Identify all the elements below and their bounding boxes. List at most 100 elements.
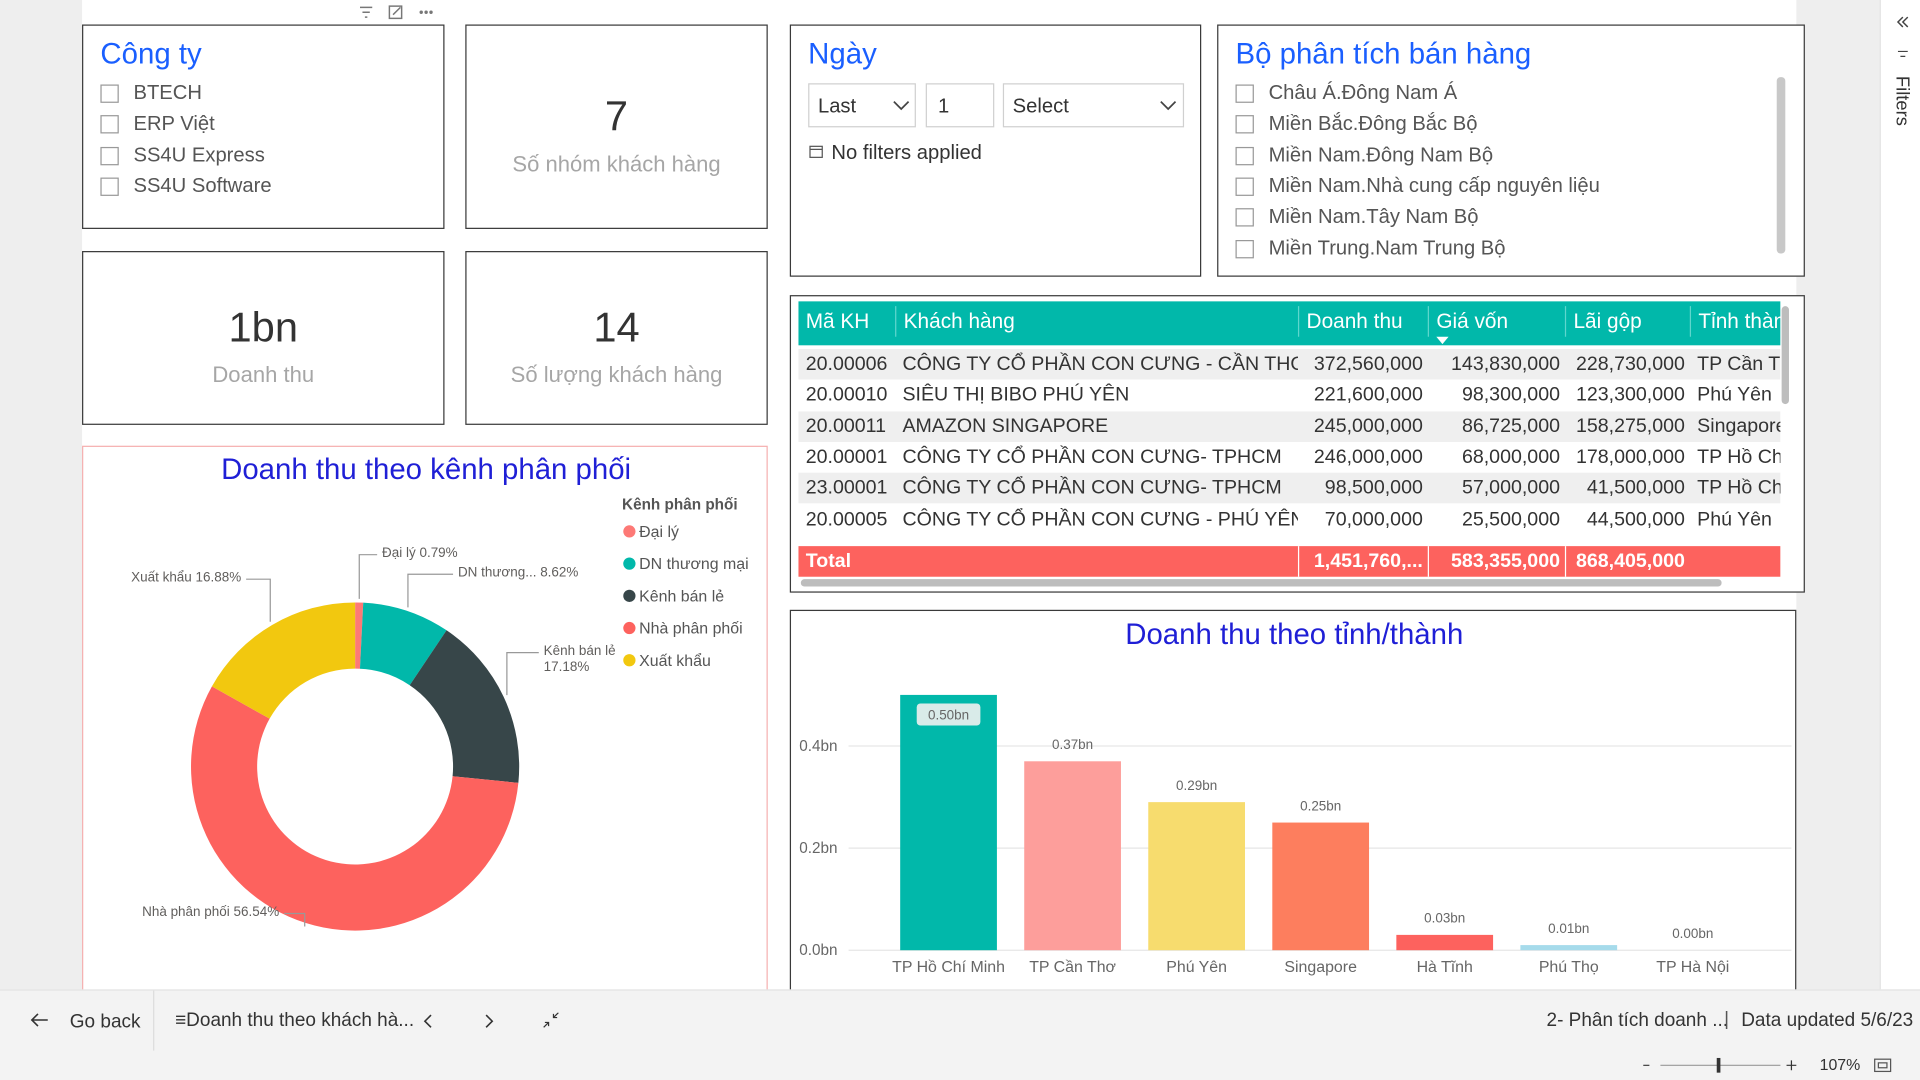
bar[interactable] [1148, 802, 1246, 951]
visual-header-icons[interactable] [353, 2, 439, 22]
zoom-level: 107% [1819, 1055, 1861, 1074]
table-cell: TP Cần Thơ [1697, 353, 1781, 375]
leader-line [284, 912, 306, 927]
pane-icons [1896, 16, 1909, 57]
data-label: 0.03bn [1424, 911, 1465, 926]
table-cell: 245,000,000 [1313, 415, 1423, 437]
table-cell: 20.00006 [805, 353, 888, 375]
bar[interactable] [1396, 934, 1494, 951]
table-cell: AMAZON SINGAPORE [902, 415, 1109, 437]
table-cell: 86,725,000 [1461, 415, 1561, 437]
table-cell: TP Hồ Chí Minh [1697, 477, 1780, 499]
checkbox[interactable] [100, 177, 119, 196]
horizontal-scrollbar[interactable] [800, 579, 1722, 587]
bar[interactable] [1024, 761, 1121, 951]
slicer-option[interactable]: Miền Nam.Tây Nam Bộ [1268, 205, 1479, 228]
table-cell: 68,000,000 [1461, 446, 1561, 468]
slicer-option[interactable]: SS4U Express [133, 143, 265, 167]
slicer-option[interactable]: Miền Nam.Đông Nam Bộ [1268, 143, 1494, 167]
card-value: 14 [593, 304, 640, 352]
checkbox[interactable] [1235, 146, 1254, 165]
input-value: 1 [937, 95, 950, 118]
total-cell: 1,451,760,... [1297, 546, 1428, 577]
separator: | [1724, 1008, 1730, 1030]
donut-slice[interactable] [359, 602, 447, 686]
slicer-option[interactable]: SS4U Software [133, 174, 272, 198]
donut-slice[interactable] [211, 602, 356, 719]
slicer-option[interactable]: Miền Trung.Nam Trung Bộ [1268, 236, 1506, 259]
slicer-option[interactable]: Miền Bắc.Đông Bắc Bộ [1268, 113, 1478, 136]
legend-marker [623, 525, 636, 538]
table-visual: Mã KH Khách hàng Doanh thu Giá vốn Lãi gộp Tỉ… [789, 295, 1805, 593]
slicer-option[interactable]: ERP Việt [133, 113, 215, 136]
calendar-icon [809, 145, 823, 158]
data-label: 0.01bn [1548, 921, 1589, 936]
table-row [798, 410, 1781, 442]
table-header [798, 301, 1781, 346]
column-header[interactable]: Tỉnh thành [1689, 306, 1780, 337]
checkbox[interactable] [1235, 208, 1254, 227]
checkbox[interactable] [100, 84, 119, 103]
donut-slice[interactable] [355, 602, 364, 669]
checkbox[interactable] [1235, 177, 1254, 196]
legend-label[interactable]: Đại lý [639, 524, 679, 541]
slicer-title: Ngày [808, 37, 877, 72]
checkbox[interactable] [1235, 115, 1254, 134]
y-tick-label: 0.0bn [799, 942, 837, 959]
column-header[interactable]: Doanh thu [1297, 306, 1428, 337]
vertical-scrollbar[interactable] [1781, 306, 1789, 405]
table-cell: Phú Yên [1697, 384, 1772, 406]
unit-dropdown[interactable]: Select [1002, 83, 1185, 128]
filters-pane[interactable]: Filters [1879, 0, 1920, 990]
table-cell: 41,500,000 [1586, 477, 1685, 499]
count-input[interactable]: 1 [925, 83, 995, 128]
slicer-option[interactable]: BTECH [133, 82, 202, 105]
leader-line [506, 652, 539, 696]
back-arrow[interactable] [29, 1011, 49, 1028]
column-header[interactable]: Mã KH [805, 309, 870, 334]
analysis-slicer: Bộ phân tích bán hàng Châu Á.Đông Nam Á M… [1217, 24, 1805, 277]
data-label: Nhà phân phối 56.54% [142, 904, 280, 920]
bar[interactable] [900, 694, 997, 951]
go-back-button[interactable]: Go back [69, 1011, 141, 1033]
data-label: DN thương... 8.62% [457, 565, 579, 581]
divider [153, 990, 155, 1052]
page-nav-icons[interactable] [420, 1012, 567, 1030]
chevron-icon [1160, 101, 1177, 111]
x-tick-label: Phú Thọ [1539, 959, 1599, 976]
bar[interactable] [1272, 822, 1370, 951]
bar[interactable] [1520, 945, 1618, 951]
checkbox[interactable] [100, 115, 119, 134]
column-header[interactable]: Khách hàng [895, 306, 1298, 337]
scrollbar[interactable] [1776, 77, 1786, 254]
donut-slice[interactable] [409, 630, 520, 783]
checkbox[interactable] [1235, 84, 1254, 103]
slicer-title: Bộ phân tích bán hàng [1235, 37, 1532, 72]
legend-label[interactable]: Nhà phân phối [639, 621, 742, 638]
date-slicer: Ngày Last 1 Select No filters applied [789, 24, 1202, 277]
column-header[interactable]: Lãi gộp [1564, 306, 1690, 337]
report-name: 2- Phân tích doanh ... [1546, 1010, 1729, 1032]
table-row [798, 348, 1781, 380]
zoom-slider[interactable] [1638, 1056, 1802, 1076]
table-cell: 70,000,000 [1324, 508, 1423, 530]
legend-label[interactable]: DN thương mại [639, 556, 748, 573]
table-cell: Singapore [1697, 415, 1781, 437]
fit-icon[interactable] [1873, 1058, 1893, 1073]
checkbox[interactable] [100, 146, 119, 165]
table-cell: 372,560,000 [1313, 353, 1423, 375]
slicer-option[interactable]: Châu Á.Đông Nam Á [1268, 82, 1458, 105]
checkbox[interactable] [1235, 239, 1254, 258]
donut-slice[interactable] [191, 686, 519, 931]
period-dropdown[interactable]: Last [808, 83, 916, 128]
page-tab[interactable]: ≡Doanh thu theo khách hà... [175, 1010, 415, 1032]
legend-label[interactable]: Xuất khẩu [639, 652, 711, 670]
legend-label[interactable]: Kênh bán lẻ [639, 588, 724, 605]
slicer-option[interactable]: Miền Nam.Nhà cung cấp nguyên liệu [1268, 174, 1600, 198]
column-header[interactable]: Giá vốn [1427, 306, 1565, 337]
chart-title: Doanh thu theo kênh phân phối [221, 453, 631, 486]
table-row [798, 441, 1781, 473]
table-cell: 98,300,000 [1461, 384, 1561, 406]
table-cell: 143,830,000 [1451, 353, 1561, 375]
